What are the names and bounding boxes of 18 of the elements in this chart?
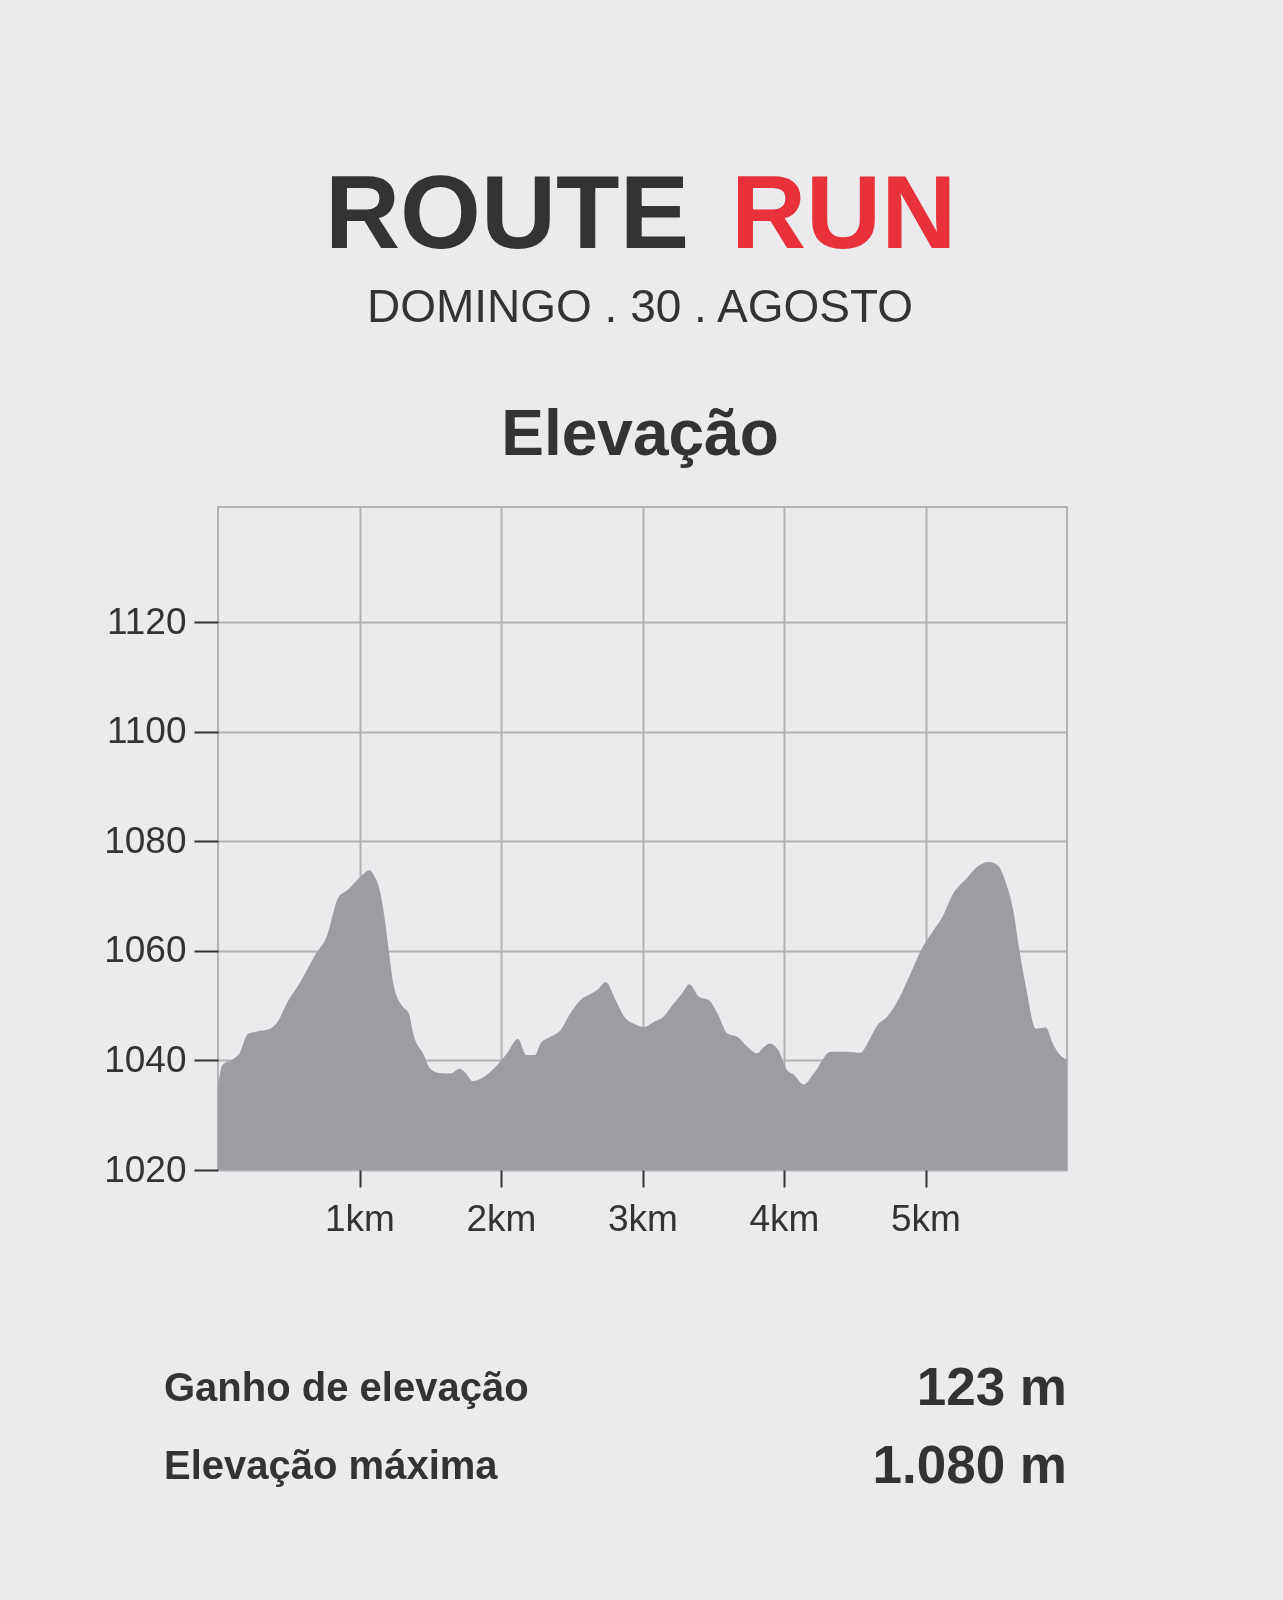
x-tick-label: 5km: [891, 1197, 961, 1239]
x-tick-label: 4km: [749, 1197, 820, 1239]
y-tick-label: 1040: [104, 1038, 187, 1080]
y-tick-label: 1100: [106, 710, 187, 752]
text: 1.080 m: [872, 1435, 1067, 1494]
x-tick-label: 3km: [608, 1197, 678, 1239]
x-tick-label: 1km: [325, 1197, 395, 1239]
chart-subtitle: DOMINGO . 30 . AGOSTO: [366, 280, 914, 332]
text: 123 m: [916, 1357, 1067, 1416]
text: Elevação: [501, 397, 779, 469]
y-tick-label: 1060: [104, 929, 187, 971]
y-tick-label: 1080: [104, 819, 187, 861]
text: Elevação máxima: [164, 1443, 499, 1487]
chart-title: ROUTE RUN: [325, 154, 957, 270]
y-tick-label: 1120: [106, 600, 187, 642]
y-tick-label: 1020: [104, 1148, 187, 1190]
text: Ganho de elevação: [164, 1365, 529, 1409]
x-tick-label: 2km: [466, 1197, 537, 1239]
